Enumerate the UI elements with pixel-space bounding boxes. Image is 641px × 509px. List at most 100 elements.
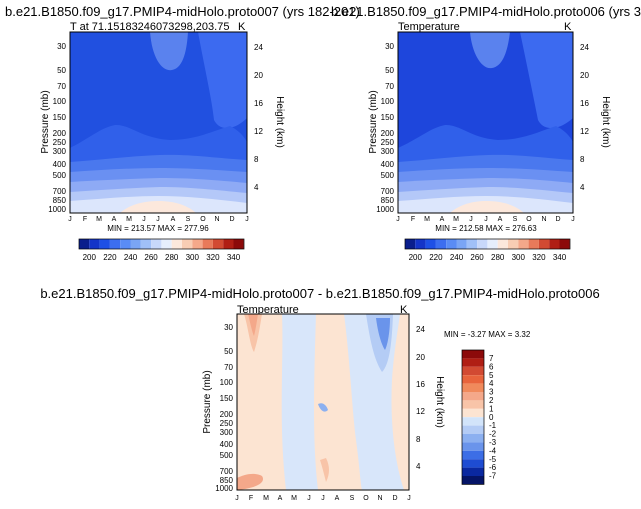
- contour-field: [237, 314, 409, 490]
- x-tick-label: J: [235, 495, 239, 502]
- colorbar-swatch: [405, 239, 416, 249]
- y-tick-label: 400: [53, 160, 67, 169]
- y-tick-label: 50: [385, 66, 394, 75]
- colorbar-label: 5: [489, 371, 494, 380]
- height-tick-label: 12: [416, 407, 425, 416]
- colorbar-label: 7: [489, 354, 494, 363]
- colorbar-label: 240: [450, 253, 464, 262]
- contour-band: [198, 32, 247, 129]
- colorbar-label: 260: [470, 253, 484, 262]
- colorbar-label: 340: [553, 253, 567, 262]
- y-tick-label: 70: [57, 82, 66, 91]
- colorbar-label: 280: [491, 253, 505, 262]
- y-tick-label: 100: [220, 378, 234, 387]
- panel-top-left: b.e21.B1850.f09_g17.PMIP4-midHolo.proto0…: [5, 4, 360, 262]
- colorbar-label: -3: [489, 438, 497, 447]
- colorbar-difference: 7 6 5 4 3 2 1 0 -1 -2 -3 -4 -5 -6 -7: [461, 349, 497, 485]
- x-tick-label: J: [484, 216, 488, 223]
- contour-band: [281, 314, 318, 490]
- colorbar-swatch: [487, 239, 498, 249]
- y-ticks: 30 50 70 100 150 200 250 300 400 500 700…: [48, 42, 66, 214]
- colorbar-label: 3: [489, 388, 494, 397]
- colorbar-swatch: [466, 239, 478, 249]
- colorbar-swatch: [462, 425, 484, 434]
- colorbar-swatch: [79, 239, 90, 249]
- colorbar-label: 4: [489, 379, 494, 388]
- x-ticks: J F M A M J J A S O N D J: [235, 495, 411, 502]
- colorbar-swatch: [462, 450, 484, 460]
- y-tick-label: 500: [381, 171, 395, 180]
- x-tick-label: N: [541, 216, 546, 223]
- colorbar-swatch: [140, 239, 152, 249]
- colorbar-swatch: [538, 239, 550, 249]
- stats-label: MIN = 213.57 MAX = 277.96: [107, 224, 209, 233]
- colorbar-frame: [461, 349, 485, 485]
- colorbar-swatch: [435, 239, 447, 249]
- y-tick-label: 150: [220, 394, 234, 403]
- colorbar-label: -1: [489, 421, 497, 430]
- colorbar-label: 340: [227, 253, 241, 262]
- contour-band: [344, 314, 404, 490]
- x-tick-label: N: [214, 216, 219, 223]
- x-tick-label: M: [291, 495, 297, 502]
- height-tick-label: 20: [580, 71, 589, 80]
- height-tick-label: 20: [416, 353, 425, 362]
- y2-axis-label: Height (km): [434, 376, 445, 428]
- units-label: K: [564, 21, 572, 33]
- y-tick-label: 400: [381, 160, 395, 169]
- colorbar-label: 200: [83, 253, 97, 262]
- colorbar-label: 260: [144, 253, 158, 262]
- x-tick-label: F: [83, 216, 87, 223]
- height-tick-label: 8: [580, 155, 585, 164]
- y-tick-label: 400: [220, 440, 234, 449]
- y-tick-label: 1000: [48, 205, 66, 214]
- colorbar-label: 2: [489, 396, 494, 405]
- plot-frame: [397, 31, 574, 214]
- y-tick-label: 100: [381, 97, 395, 106]
- y2-axis-label: Height (km): [600, 96, 611, 148]
- stats-label: MIN = 212.58 MAX = 276.63: [435, 224, 537, 233]
- colorbar-frame: [78, 238, 245, 250]
- height-ticks: 24 20 16 12 8 4: [416, 325, 425, 471]
- x-tick-label: S: [513, 216, 518, 223]
- colorbar-label: 200: [409, 253, 423, 262]
- contour-band: [520, 32, 573, 129]
- panel-difference: b.e21.B1850.f09_g17.PMIP4-midHolo.proto0…: [40, 286, 599, 502]
- x-tick-label: J: [156, 216, 160, 223]
- y-tick-label: 500: [220, 451, 234, 460]
- height-tick-label: 24: [254, 43, 263, 52]
- colorbar-swatch: [151, 239, 162, 249]
- height-tick-label: 12: [254, 127, 263, 136]
- x-tick-label: J: [68, 216, 72, 223]
- y-tick-label: 700: [220, 467, 234, 476]
- colorbar-label: 6: [489, 362, 494, 371]
- colorbar-swatch: [462, 442, 484, 451]
- x-tick-label: M: [424, 216, 430, 223]
- colorbar-label: 300: [512, 253, 526, 262]
- colorbar-swatch: [425, 239, 436, 249]
- colorbar-swatch: [477, 239, 488, 249]
- colorbar-swatch: [462, 459, 484, 468]
- panel-top-right: b.e21.B1850.f09_g17.PMIP4-midHolo.proto0…: [331, 4, 641, 262]
- y-tick-label: 70: [224, 363, 233, 372]
- x-tick-label: A: [278, 495, 283, 502]
- x-ticks: J F M A M J J A S O N D J: [396, 216, 575, 223]
- colorbar-swatch: [99, 239, 110, 249]
- contour-band: [150, 32, 188, 71]
- height-ticks: 24 20 16 12 8 4: [254, 43, 263, 192]
- colorbar-swatch: [462, 434, 484, 443]
- colorbar-swatch: [462, 417, 484, 426]
- x-tick-label: M: [453, 216, 459, 223]
- contour-band: [120, 201, 196, 213]
- x-tick-label: D: [392, 495, 397, 502]
- y-tick-label: 850: [53, 196, 67, 205]
- y-tick-label: 850: [220, 476, 234, 485]
- colorbar-swatch: [446, 239, 457, 249]
- height-tick-label: 24: [580, 43, 589, 52]
- x-tick-label: J: [307, 495, 311, 502]
- contour-band: [237, 473, 263, 490]
- x-tick-label: J: [142, 216, 146, 223]
- y-tick-label: 250: [381, 138, 395, 147]
- colorbar-label: 240: [124, 253, 138, 262]
- y-axis-label: Pressure (mb): [40, 90, 51, 153]
